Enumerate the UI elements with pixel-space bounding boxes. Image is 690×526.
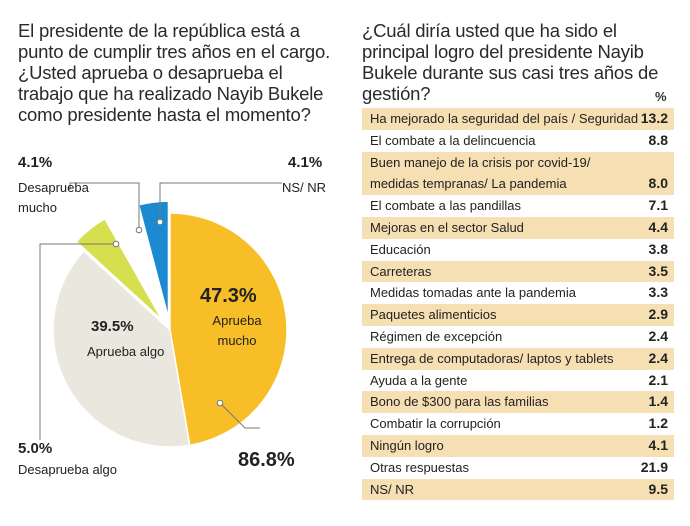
row-label-line: Bono de $300 para las familias: [370, 394, 549, 410]
leader-total: [219, 402, 260, 429]
table-row: Ayuda a la gente 2.1: [362, 370, 674, 392]
aprueba-mucho-pct: 47.3%: [200, 285, 257, 307]
row-label-line: medidas tempranas/ La pandemia: [370, 176, 567, 192]
row-value: 3.3: [648, 284, 668, 301]
row-label-line: Mejoras en el sector Salud: [370, 219, 524, 235]
left-question: El presidente de la república está a pun…: [18, 20, 331, 125]
row-label: Ningún logro: [370, 435, 444, 457]
row-label: Combatir la corrupción: [370, 413, 501, 435]
table-row: Régimen de excepción 2.4: [362, 326, 674, 348]
table-row: Ningún logro 4.1: [362, 434, 674, 457]
table-row: El combate a las pandillas 7.1: [362, 195, 674, 217]
leader-desaprueba-mucho: [69, 182, 140, 228]
table-row: Buen manejo de la crisis por covid-19/me…: [362, 151, 674, 196]
table-row: Otras respuestas 21.9: [362, 457, 674, 479]
leader-dot-desaprueba-mucho: [135, 226, 143, 234]
row-label-line: Carreteras: [370, 263, 432, 279]
desaprueba-algo-label: Desaprueba algo: [18, 462, 118, 477]
row-label-line: Educación: [370, 241, 431, 257]
row-value: 1.4: [648, 393, 668, 410]
row-label-line: Combatir la corrupción: [370, 416, 501, 432]
row-label: Buen manejo de la crisis por covid-19/me…: [370, 152, 590, 196]
row-label-line: Otras respuestas: [370, 459, 469, 475]
row-label: NS/ NR: [370, 479, 414, 501]
row-label-line: El combate a las pandillas: [370, 198, 522, 214]
row-label-line: Ningún logro: [370, 437, 444, 453]
row-value: 21.9: [640, 458, 668, 475]
row-label: Educación: [370, 239, 431, 261]
logros-table: Ha mejorado la seguridad del país / Segu…: [362, 108, 674, 501]
row-label: El combate a las pandillas: [370, 195, 521, 217]
leader-dot-ns-nr: [156, 218, 164, 226]
table-row: NS/ NR 9.5: [362, 478, 674, 501]
row-value: 2.1: [648, 371, 668, 388]
slice-desaprueba-mucho: [109, 210, 169, 325]
row-label: Paquetes alimenticios: [370, 304, 496, 326]
table-row: Entrega de computadoras/ laptos y tablet…: [362, 347, 674, 370]
row-value: 3.8: [648, 240, 668, 257]
row-value: 1.2: [648, 415, 668, 432]
row-label: Mejoras en el sector Salud: [370, 217, 524, 239]
row-label-line: Medidas tomadas ante la pandemia: [370, 285, 576, 301]
row-label: Otras respuestas: [370, 457, 469, 479]
leader-dot-desaprueba-algo: [112, 240, 120, 248]
row-label-line: Ayuda a la gente: [370, 372, 468, 388]
row-value: 8.8: [648, 131, 668, 148]
row-value: 3.5: [648, 262, 668, 279]
leader-ns-nr: [159, 182, 282, 222]
row-label: Entrega de computadoras/ laptos y tablet…: [370, 348, 614, 370]
row-label-line: Buen manejo de la crisis por covid-19/: [370, 154, 591, 170]
row-label: Bono de $300 para las familias: [370, 391, 549, 413]
row-label-line: NS/ NR: [370, 481, 415, 497]
desaprueba-mucho-pct: 4.1%: [18, 154, 53, 171]
table-row: Educación 3.8: [362, 239, 674, 261]
desaprueba-mucho-label: Desaprueba mucho: [18, 180, 89, 215]
row-value: 7.1: [648, 197, 668, 214]
row-label: Ha mejorado la seguridad del país / Segu…: [370, 108, 638, 130]
row-label: Medidas tomadas ante la pandemia: [370, 282, 576, 304]
slice-aprueba-mucho: [169, 212, 288, 447]
desaprueba-algo-pct: 5.0%: [18, 440, 53, 457]
row-label-line: Paquetes alimenticios: [370, 307, 497, 323]
percent-column-header: %: [655, 89, 667, 104]
table-row: Mejoras en el sector Salud 4.4: [362, 216, 674, 239]
approval-pie-chart: [39, 182, 288, 448]
table-row: Carreteras 3.5: [362, 260, 674, 283]
row-label: Régimen de excepción: [370, 326, 502, 348]
table-row: Bono de $300 para las familias 1.4: [362, 391, 674, 414]
row-value: 4.1: [648, 436, 668, 453]
row-value: 2.9: [648, 306, 668, 323]
right-question: ¿Cuál diría usted que ha sido el princip…: [362, 20, 659, 104]
row-value: 2.4: [648, 327, 668, 344]
ns-nr-pct: 4.1%: [288, 154, 323, 171]
row-value: 13.2: [640, 110, 668, 126]
aprueba-mucho-label: Aprueba mucho: [212, 313, 262, 348]
aprueba-algo-label: Aprueba algo: [87, 344, 165, 359]
row-value: 8.0: [648, 175, 668, 192]
row-label-line: El combate a la delincuencia: [370, 132, 536, 148]
row-label-line: Régimen de excepción: [370, 328, 503, 344]
ns-nr-label: NS/ NR: [282, 180, 327, 195]
row-label-line: Entrega de computadoras/ laptos y tablet…: [370, 350, 614, 366]
row-value: 2.4: [648, 349, 668, 366]
row-label-line: Ha mejorado la seguridad del país / Segu…: [370, 111, 639, 126]
aprueba-algo-pct: 39.5%: [91, 318, 134, 335]
table-row: El combate a la delincuencia 8.8: [362, 130, 674, 152]
total-approval-pct: 86.8%: [238, 449, 295, 471]
table-row: Ha mejorado la seguridad del país / Segu…: [362, 108, 674, 130]
leader-desaprueba-algo: [39, 243, 116, 440]
row-value: 4.4: [648, 218, 668, 235]
table-row: Medidas tomadas ante la pandemia 3.3: [362, 282, 674, 304]
leader-dot-total: [216, 399, 224, 407]
row-label: Carreteras: [370, 261, 431, 283]
table-row: Combatir la corrupción 1.2: [362, 413, 674, 435]
row-label: Ayuda a la gente: [370, 370, 467, 392]
slice-aprueba-algo: [52, 249, 191, 448]
row-value: 9.5: [648, 480, 668, 497]
pie-leader-lines: [39, 182, 282, 440]
row-label: El combate a la delincuencia: [370, 130, 536, 152]
table-row: Paquetes alimenticios 2.9: [362, 304, 674, 326]
